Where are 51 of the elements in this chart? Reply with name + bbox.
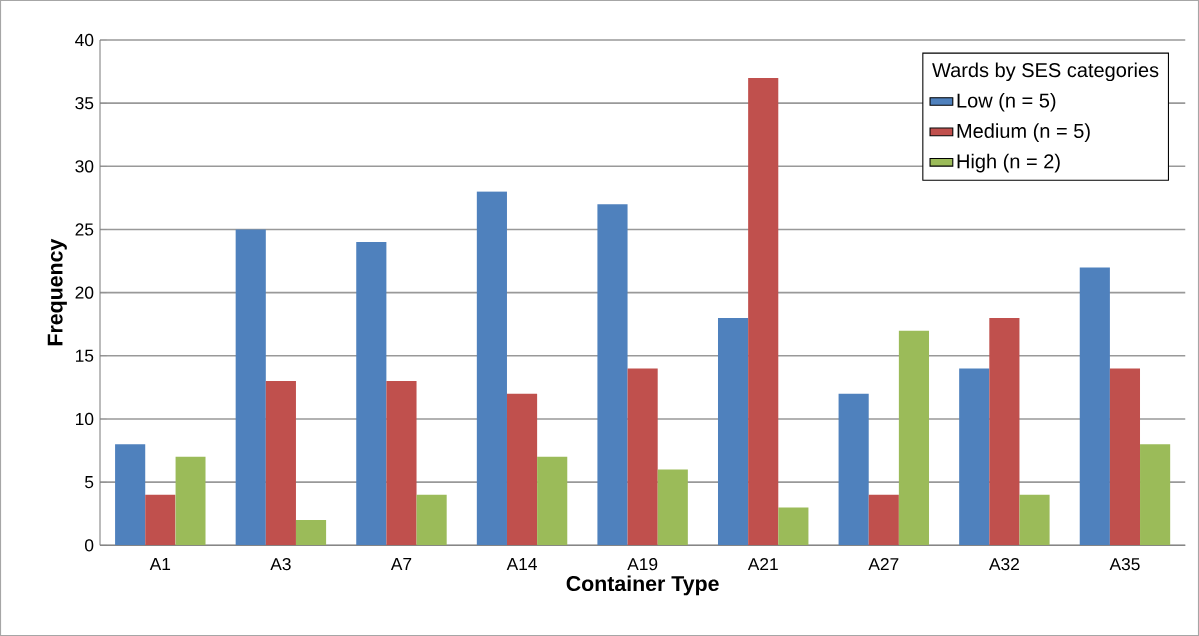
bar: [356, 242, 387, 546]
bar: [717, 317, 749, 546]
bar: [1140, 444, 1171, 546]
bar: [748, 77, 779, 546]
bar: [868, 494, 899, 546]
legend-label: High (n = 2): [957, 153, 1060, 173]
bar: [1079, 267, 1110, 546]
legend-title: Wards by SES categories: [932, 62, 1159, 82]
y-axis-title: Frequency: [47, 238, 67, 346]
bar: [476, 191, 507, 546]
bar: [265, 381, 296, 546]
bar: [1109, 368, 1141, 546]
bar: [1019, 494, 1050, 546]
x-tick-label: A35: [1109, 558, 1140, 571]
x-tick-label: A32: [989, 558, 1019, 571]
y-tick-label: 15: [76, 349, 94, 362]
bar: [627, 368, 658, 546]
x-tick-label: A7: [390, 558, 412, 570]
bar: [778, 507, 809, 546]
x-tick-label: A1: [149, 558, 171, 570]
y-tick-label: 0: [84, 539, 94, 552]
bar: [115, 444, 146, 546]
y-tick-label: 20: [75, 286, 94, 299]
x-tick-label: A21: [747, 558, 778, 571]
y-tick-label: 40: [75, 33, 94, 47]
y-tick-label: 25: [75, 223, 94, 236]
bar: [537, 456, 568, 546]
bar: [506, 393, 538, 546]
legend-label: Medium (n = 5): [957, 123, 1090, 142]
bar: [386, 381, 417, 546]
x-axis-title: Container Type: [566, 575, 719, 596]
x-tick-label: A19: [627, 558, 658, 571]
bar: [175, 456, 206, 546]
bar: [416, 494, 447, 546]
y-tick-label: 5: [85, 476, 94, 489]
bar: [657, 469, 688, 546]
x-tick-label: A14: [506, 558, 537, 570]
y-tick-label: 30: [75, 160, 94, 173]
y-tick-label: 35: [75, 97, 94, 110]
bar: [145, 494, 176, 546]
bar: [295, 520, 327, 546]
bar: [989, 317, 1020, 546]
x-tick-label: A3: [270, 558, 291, 571]
x-tick-label: A27: [868, 558, 899, 571]
legend-label: Low (n = 5): [957, 92, 1056, 112]
bar: [898, 330, 930, 546]
bar: [838, 393, 869, 546]
bar: [235, 229, 266, 546]
bar: [597, 204, 628, 546]
bar: [959, 368, 990, 546]
y-tick-label: 10: [76, 412, 94, 426]
